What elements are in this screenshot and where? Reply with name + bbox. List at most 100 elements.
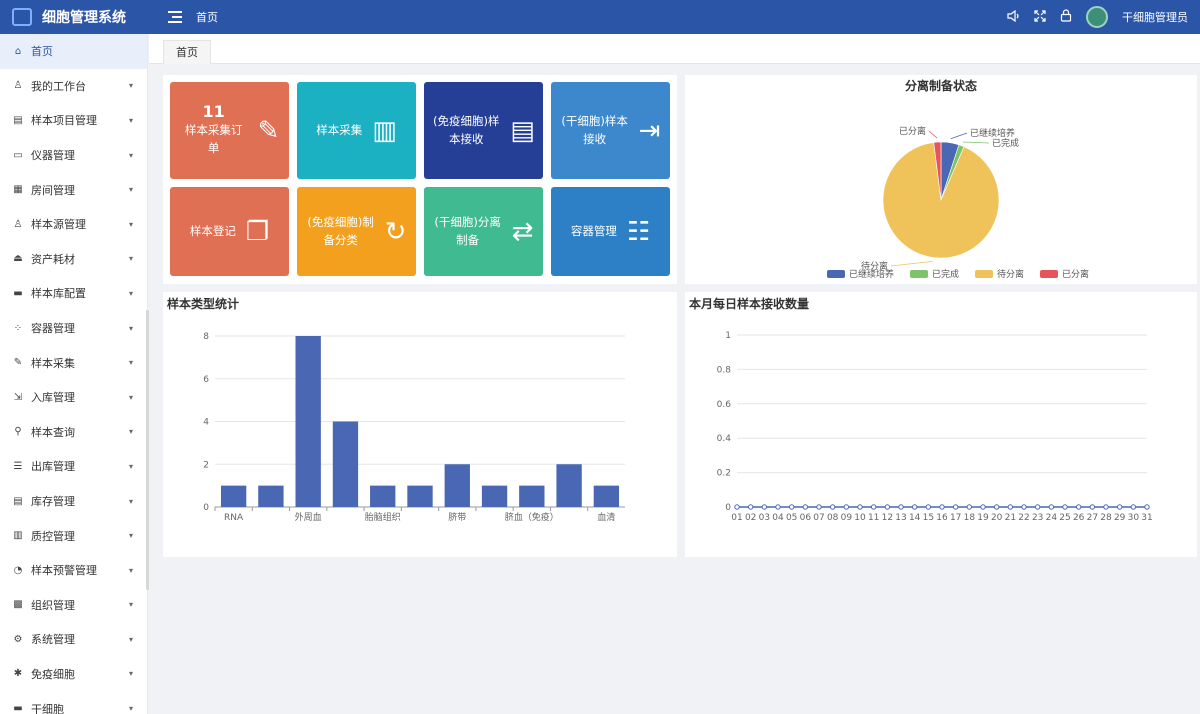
tile-label: 样本采集 xyxy=(316,122,363,137)
tile-exit[interactable]: (干细胞)样本接收 ⇥ xyxy=(551,82,670,179)
lock-icon[interactable] xyxy=(1060,9,1072,25)
tile-copy[interactable]: 样本登记 ❐ xyxy=(170,187,289,276)
data-point xyxy=(843,504,850,510)
sidebar-item-9[interactable]: ✎ 样本采集 ▾ xyxy=(0,345,147,380)
sample-type-panel: 样本类型统计 0 2 4 6 8 RNA 外周血 胎脑组织 脐带 脐血（免疫） 血清 xyxy=(163,292,677,557)
home-icon: ⌂ xyxy=(14,45,22,57)
cell-icon: ✱ xyxy=(13,668,23,680)
x-tick-label: 19 xyxy=(977,513,989,523)
sidebar-item-17[interactable]: ⚙ 系统管理 ▾ xyxy=(0,622,147,657)
x-tick-label: 01 xyxy=(731,513,742,523)
sidebar-item-2[interactable]: ▤ 样本项目管理 ▾ xyxy=(0,103,147,138)
tile-label: (免疫细胞)样本接收 xyxy=(432,113,500,146)
tile-swap[interactable]: (干细胞)分离制备 ⇄ xyxy=(424,187,543,276)
sidebar-item-19[interactable]: ▬ 干细胞 ▾ xyxy=(0,691,147,714)
data-point xyxy=(911,504,918,510)
sidebar-item-label: 出库管理 xyxy=(31,460,75,474)
menu-toggle-icon[interactable] xyxy=(168,11,182,23)
chevron-down-icon: ▾ xyxy=(128,219,133,229)
volume-icon[interactable] xyxy=(1007,9,1020,25)
pie-label-line xyxy=(950,132,968,140)
avatar[interactable] xyxy=(1086,6,1108,28)
chevron-down-icon: ▾ xyxy=(128,531,133,541)
tile-layout[interactable]: 样本采集 ▥ xyxy=(297,82,416,179)
x-tick-label: 30 xyxy=(1128,513,1140,523)
bar-6 xyxy=(444,464,470,507)
sidebar-item-4[interactable]: ▦ 房间管理 ▾ xyxy=(0,172,147,207)
tile-text: (干细胞)分离制备 xyxy=(434,214,502,250)
pie-label-line xyxy=(890,260,933,267)
data-point xyxy=(761,504,768,510)
sidebar-item-label: 免疫细胞 xyxy=(31,667,75,681)
copy-icon: ❐ xyxy=(245,216,270,247)
data-point xyxy=(952,504,959,510)
x-tick-label: 26 xyxy=(1073,513,1085,523)
bar-1 xyxy=(258,485,284,507)
chevron-down-icon: ▾ xyxy=(128,704,133,714)
sidebar-item-0[interactable]: ⌂ 首页 xyxy=(0,34,147,69)
sidebar-item-label: 仪器管理 xyxy=(31,149,75,163)
sidebar-item-7[interactable]: ▬ 样本库配置 ▾ xyxy=(0,276,147,311)
tile-text: (免疫细胞)制备分类 xyxy=(307,214,375,250)
sidebar-item-13[interactable]: ▤ 库存管理 ▾ xyxy=(0,484,147,519)
x-tick-label: 03 xyxy=(759,513,770,523)
data-point xyxy=(829,504,836,510)
chevron-down-icon: ▾ xyxy=(128,81,133,91)
data-point xyxy=(898,504,904,510)
tile-server[interactable]: 容器管理 ☷ xyxy=(551,187,670,276)
x-tick-label: 06 xyxy=(800,513,812,523)
chevron-down-icon: ▾ xyxy=(128,600,133,610)
quick-tiles-panel: 11 样本采集订单 ✎ 样本采集 ▥ (免疫细胞)样本接收 ▤ (干细胞)样本接收 ⇥ 样本登记 ❐… xyxy=(163,75,677,284)
tile-edit[interactable]: 11 样本采集订单 ✎ xyxy=(170,82,289,179)
tile-text: 样本登记 xyxy=(190,223,236,241)
list-icon: ☰ xyxy=(13,460,23,472)
sidebar-item-15[interactable]: ◔ 样本预警管理 ▾ xyxy=(0,553,147,588)
legend-label: 已继续培养 xyxy=(849,268,894,280)
sidebar-item-16[interactable]: ▩ 组织管理 ▾ xyxy=(0,588,147,623)
swap-icon: ⇄ xyxy=(511,216,534,247)
x-tick-label: 23 xyxy=(1032,513,1043,523)
bar-4 xyxy=(370,485,396,507)
sidebar-item-3[interactable]: ▭ 仪器管理 ▾ xyxy=(0,138,147,173)
tile-file[interactable]: (免疫细胞)样本接收 ▤ xyxy=(424,82,543,179)
monitor-icon: ▭ xyxy=(13,149,23,161)
y-tick-label: 0.4 xyxy=(717,434,732,444)
data-point xyxy=(1048,504,1055,510)
sidebar-item-5[interactable]: ♙ 样本源管理 ▾ xyxy=(0,207,147,242)
user-name[interactable]: 干细胞管理员 xyxy=(1122,11,1188,24)
sidebar-item-8[interactable]: ⁘ 容器管理 ▾ xyxy=(0,311,147,346)
tile-refresh-file[interactable]: (免疫细胞)制备分类 ↻ xyxy=(297,187,416,276)
bar-2 xyxy=(295,336,321,507)
daily-receive-panel: 本月每日样本接收数量 0 0.2 0.4 0.6 0.8 1 01 02 03 04 05 06 07 0… xyxy=(685,292,1197,557)
y-tick-label: 0 xyxy=(725,503,731,513)
sidebar-item-10[interactable]: ⇲ 入库管理 ▾ xyxy=(0,380,147,415)
tile-label: 样本采集订单 xyxy=(184,123,243,156)
data-point xyxy=(1075,504,1082,510)
tab-home[interactable]: 首页 xyxy=(163,40,211,64)
pie-chart-panel: 分离制备状态 已继续培养 已完成 待分离 已分离 已继续培养 已完成 待分离 已分离 xyxy=(685,75,1197,284)
sidebar-scrollbar[interactable] xyxy=(146,310,149,590)
file-icon: ▥ xyxy=(13,530,23,542)
fullscreen-icon[interactable] xyxy=(1034,9,1046,25)
x-tick-label: 17 xyxy=(950,513,961,523)
data-point xyxy=(734,504,740,510)
edit-icon: ✎ xyxy=(257,115,280,146)
x-tick-label: 02 xyxy=(745,513,756,523)
apps-icon: ▩ xyxy=(13,599,23,611)
sidebar-item-1[interactable]: ♙ 我的工作台 ▾ xyxy=(0,69,147,104)
sidebar-item-14[interactable]: ▥ 质控管理 ▾ xyxy=(0,518,147,553)
sidebar-item-6[interactable]: ⏏ 资产耗材 ▾ xyxy=(0,242,147,277)
sample-type-title: 样本类型统计 xyxy=(167,297,240,311)
x-tick-label: 22 xyxy=(1018,513,1029,523)
chevron-down-icon: ▾ xyxy=(128,115,133,125)
y-tick-label: 0.2 xyxy=(717,469,731,479)
sidebar-item-11[interactable]: ⚲ 样本查询 ▾ xyxy=(0,415,147,450)
sidebar-item-18[interactable]: ✱ 免疫细胞 ▾ xyxy=(0,657,147,692)
storage-icon: ▬ xyxy=(13,287,23,299)
user-icon: ♙ xyxy=(13,218,23,230)
chevron-down-icon: ▾ xyxy=(128,150,133,160)
import-icon: ⇲ xyxy=(13,391,23,403)
sidebar-item-12[interactable]: ☰ 出库管理 ▾ xyxy=(0,449,147,484)
storage-icon: ▬ xyxy=(13,703,23,714)
x-tick-label: 29 xyxy=(1114,513,1126,523)
